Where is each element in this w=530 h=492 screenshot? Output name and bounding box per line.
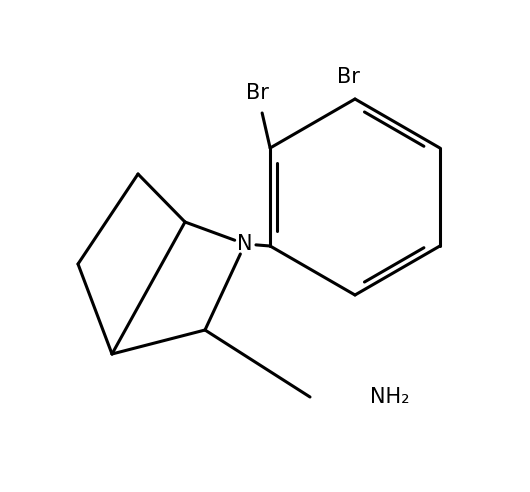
Text: N: N [237,234,253,254]
Text: Br: Br [246,83,269,103]
Text: NH₂: NH₂ [370,387,410,407]
Text: Br: Br [337,67,360,87]
